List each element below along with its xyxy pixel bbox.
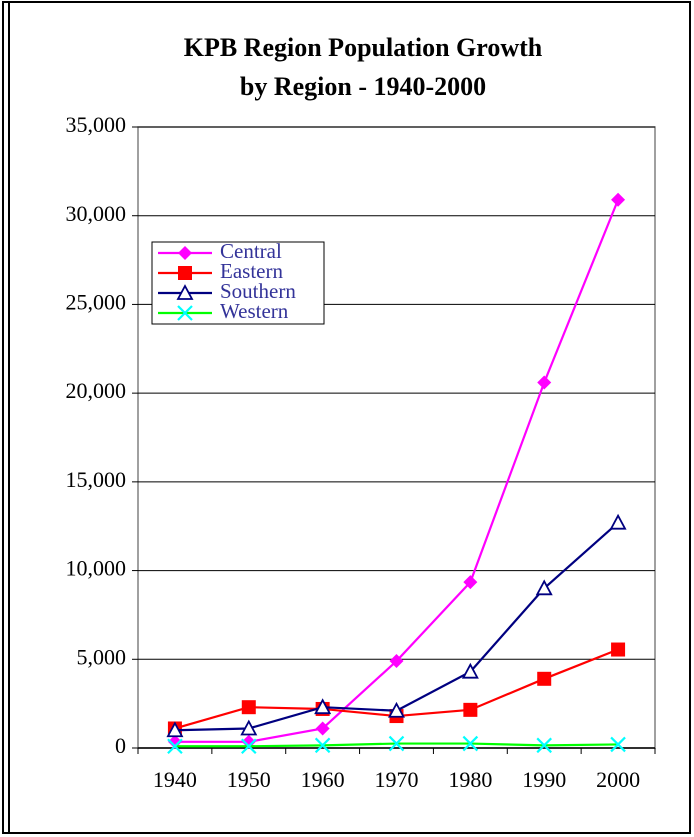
point <box>609 513 627 530</box>
legend-marker <box>176 284 194 300</box>
point <box>611 642 626 657</box>
x-tick-label: 2000 <box>596 767 640 792</box>
point <box>610 736 626 753</box>
chart-title: by Region - 1940-2000 <box>240 72 486 101</box>
legend-label: Central <box>220 239 282 263</box>
point <box>537 375 552 390</box>
y-tick-label: 25,000 <box>66 289 127 314</box>
y-tick-label: 30,000 <box>66 201 127 226</box>
point <box>314 698 332 715</box>
legend-box <box>151 241 325 325</box>
point <box>535 579 553 596</box>
point <box>463 575 478 590</box>
point <box>166 721 184 738</box>
y-tick-label: 15,000 <box>66 467 127 492</box>
legend-label: Western <box>220 299 289 323</box>
legend-label: Eastern <box>220 259 283 283</box>
point <box>388 735 405 752</box>
x-tick-label: 1970 <box>375 767 419 792</box>
x-tick-label: 1940 <box>153 767 197 792</box>
point <box>241 738 257 755</box>
point <box>167 738 183 755</box>
point <box>536 737 552 754</box>
point <box>315 721 330 736</box>
x-tick-label: 1980 <box>448 767 492 792</box>
point <box>611 192 626 207</box>
y-tick-label: 0 <box>115 733 126 758</box>
plot-area <box>137 126 656 749</box>
legend-marker <box>178 266 192 280</box>
y-tick-label: 20,000 <box>66 378 127 403</box>
legend-marker <box>178 246 192 260</box>
point <box>241 700 256 715</box>
point <box>462 735 479 752</box>
x-tick-label: 1990 <box>522 767 566 792</box>
y-tick-label: 35,000 <box>66 112 127 137</box>
y-tick-label: 10,000 <box>66 556 127 581</box>
point <box>537 671 552 686</box>
legend-label: Southern <box>220 279 296 303</box>
point <box>314 737 331 754</box>
x-tick-label: 1950 <box>227 767 271 792</box>
point <box>461 662 479 679</box>
point <box>387 701 406 718</box>
point <box>389 654 404 669</box>
y-tick-label: 5,000 <box>77 644 127 669</box>
chart-title: KPB Region Population Growth <box>184 33 543 62</box>
point <box>240 719 258 736</box>
legend-marker <box>177 305 193 321</box>
point <box>463 702 478 717</box>
x-tick-label: 1960 <box>301 767 345 792</box>
